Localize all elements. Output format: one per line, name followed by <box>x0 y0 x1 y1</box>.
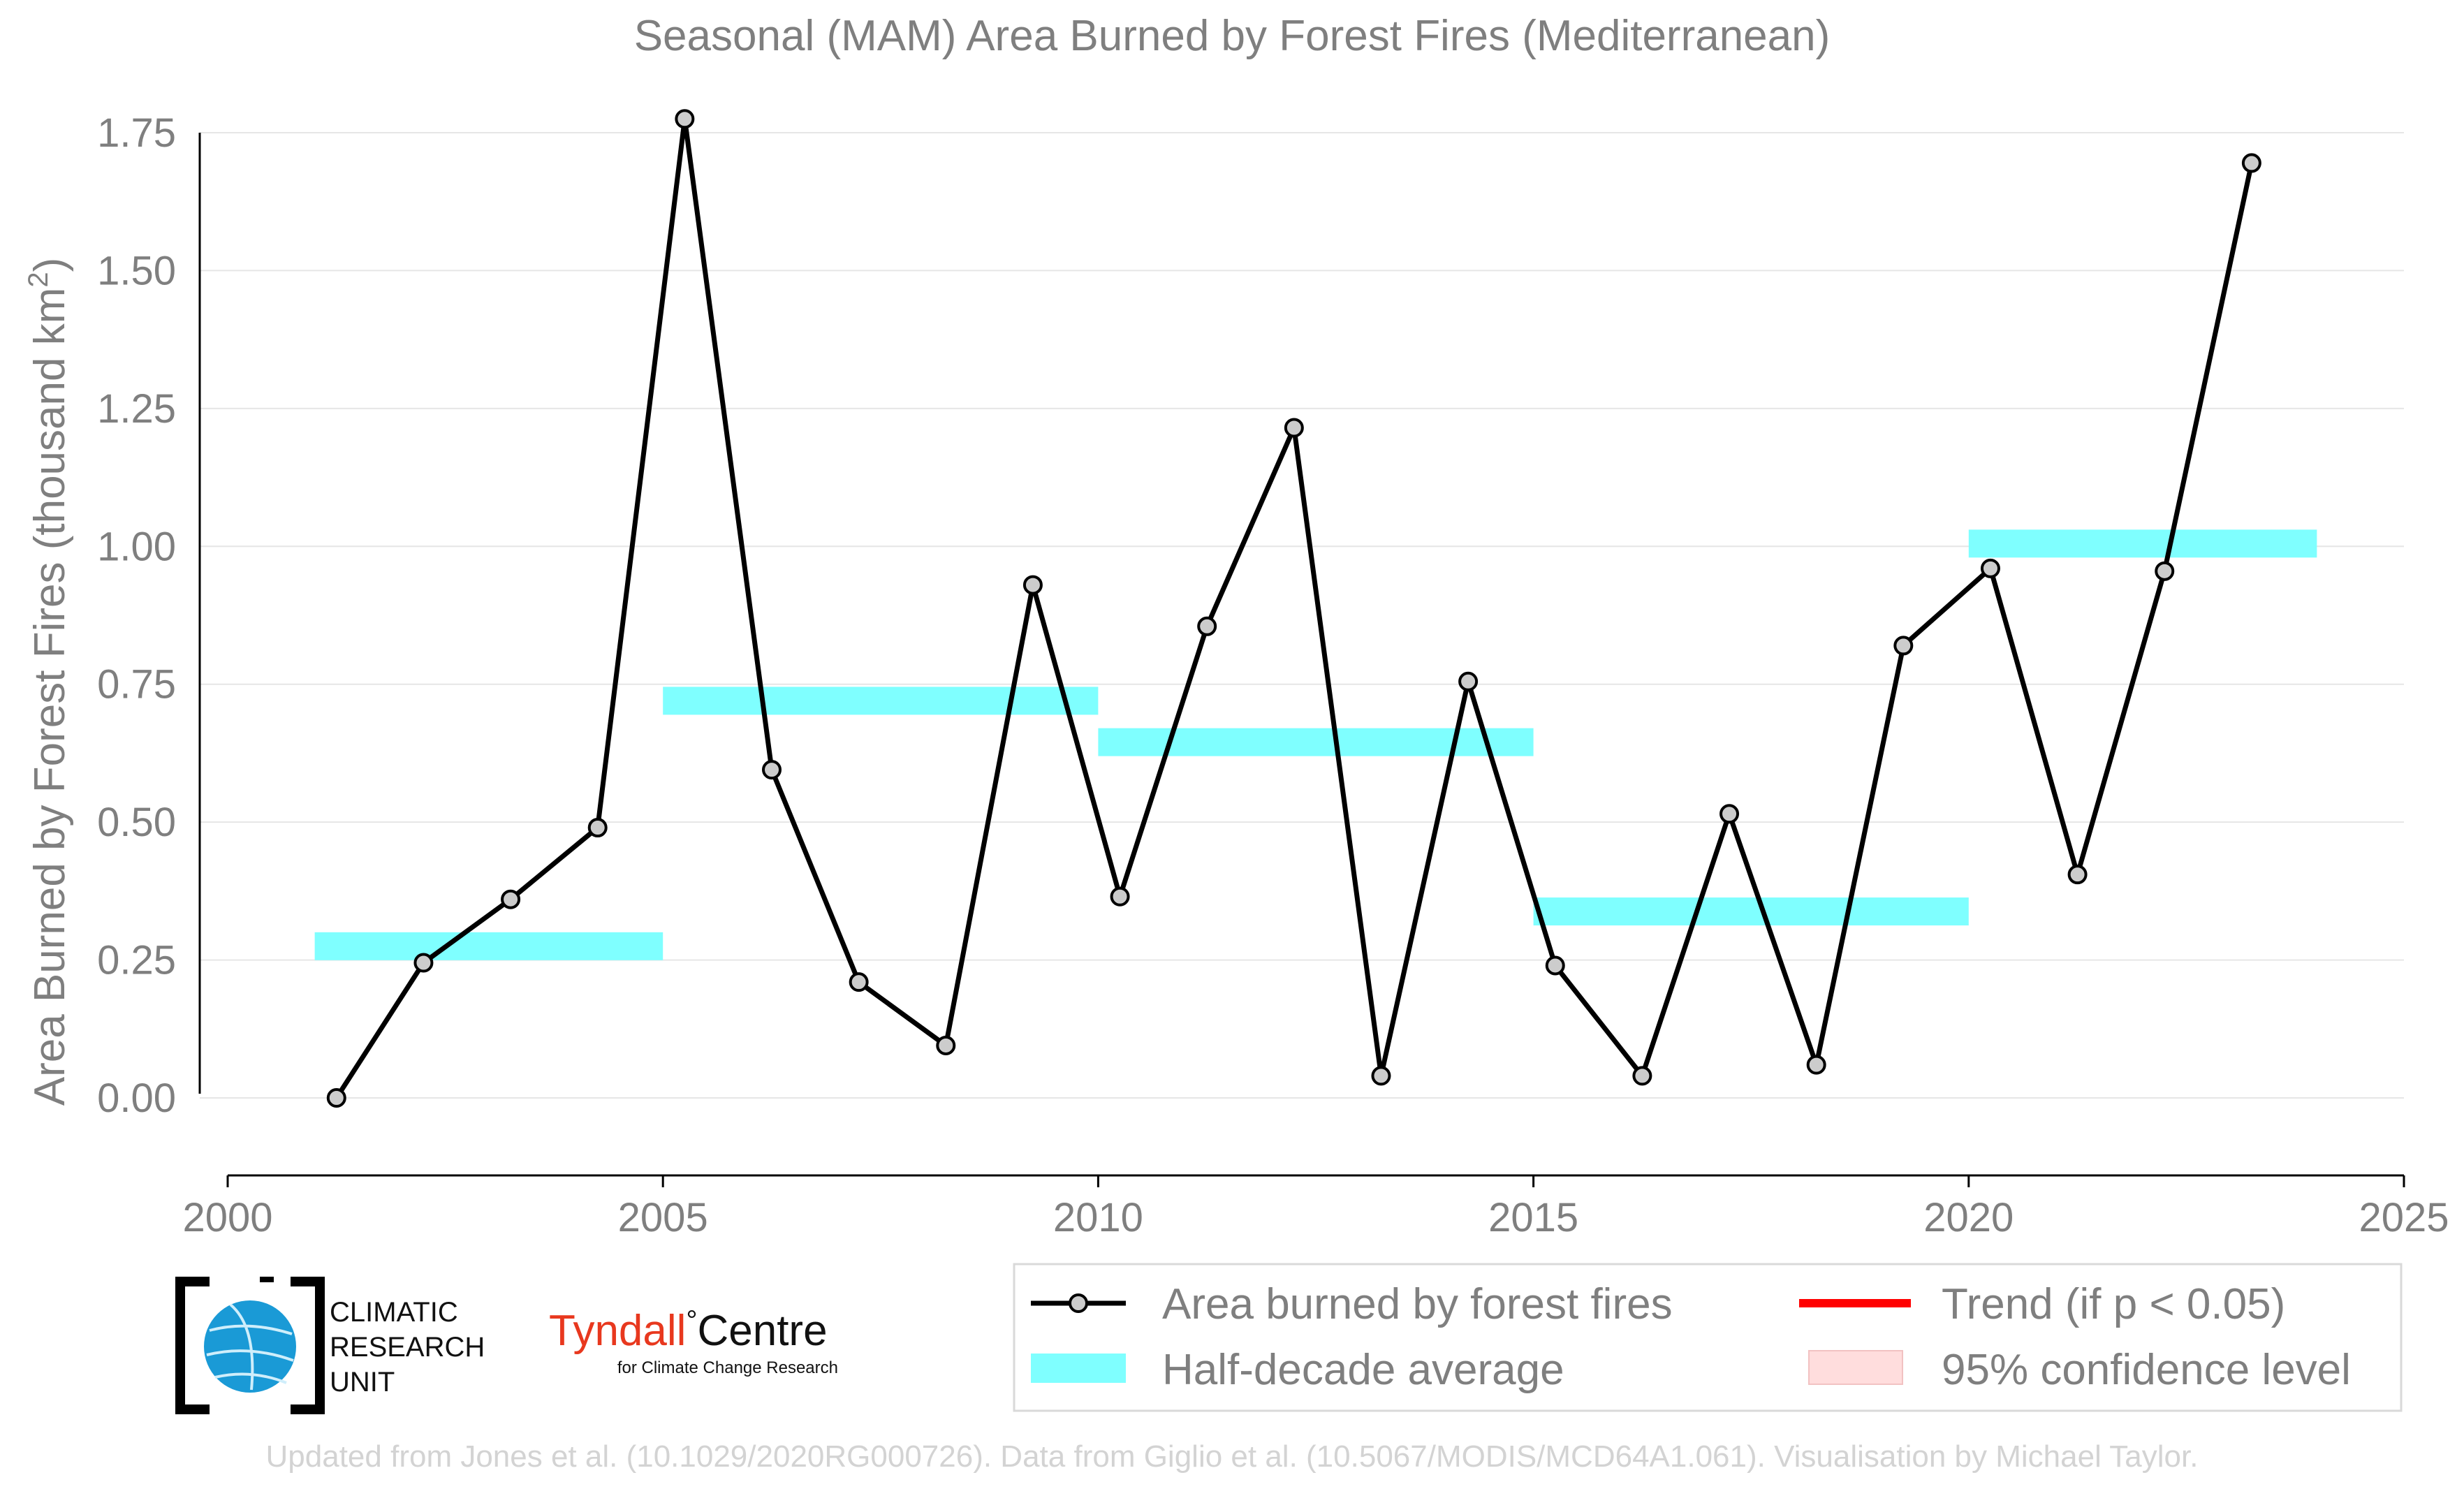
tyndall-logo: Tyndall°Centre for Climate Change Resear… <box>549 1305 838 1377</box>
y-axis-label: Area Burned by Forest Fires (thousand km… <box>23 258 74 1106</box>
cru-globe-lines <box>206 1303 294 1391</box>
half-decade-average-band <box>314 932 663 960</box>
y-axis-ticks: 0.00 0.25 0.50 0.75 1.00 1.25 1.50 1.75 <box>97 110 176 1121</box>
tyndall-wordmark: Tyndall°Centre <box>549 1305 828 1355</box>
chart-title: Seasonal (MAM) Area Burned by Forest Fir… <box>634 12 1831 60</box>
x-tick-label: 2025 <box>2359 1195 2449 1240</box>
y-tick-label: 0.25 <box>97 938 176 983</box>
data-point <box>1719 804 1740 824</box>
legend: Area burned by forest fires Trend (if p … <box>1013 1263 2403 1412</box>
data-point <box>936 1035 956 1055</box>
data-point <box>2155 561 2175 581</box>
x-tick-label: 2000 <box>182 1195 272 1240</box>
data-point <box>762 760 782 780</box>
y-tick-label: 0.75 <box>97 662 176 707</box>
legend-label-series: Area burned by forest fires <box>1162 1280 1673 1328</box>
y-tick-label: 1.00 <box>97 524 176 569</box>
data-point <box>1022 575 1043 595</box>
data-point <box>587 818 608 838</box>
cru-text-line1: CLIMATIC <box>330 1297 458 1328</box>
data-point <box>1197 616 1217 636</box>
data-point <box>1806 1055 1826 1075</box>
data-point <box>1545 955 1565 976</box>
x-tick-label: 2020 <box>1923 1195 2014 1240</box>
x-tick-label: 2015 <box>1488 1195 1578 1240</box>
data-point <box>1284 418 1304 438</box>
tyndall-subtitle: for Climate Change Research <box>617 1358 838 1377</box>
data-point <box>1893 636 1914 656</box>
y-tick-label: 1.75 <box>97 110 176 156</box>
x-axis-ticks: 2000 2005 2010 2015 2020 2025 <box>182 1175 2449 1240</box>
data-point <box>2241 153 2261 173</box>
x-tick-label: 2005 <box>618 1195 708 1240</box>
legend-frame <box>1013 1263 2403 1412</box>
data-point <box>2067 865 2088 885</box>
cru-text-line2: RESEARCH <box>330 1332 485 1363</box>
half-decade-average-bands <box>314 529 2317 960</box>
data-point <box>1110 886 1130 907</box>
legend-label-trend: Trend (if p < 0.05) <box>1942 1280 2285 1328</box>
cru-left-bracket <box>175 1277 210 1414</box>
data-point <box>326 1088 346 1108</box>
data-point <box>413 953 434 973</box>
data-point <box>1458 671 1479 691</box>
data-point <box>675 109 695 129</box>
legend-label-half-decade: Half-decade average <box>1162 1346 1564 1394</box>
credit-line: Updated from Jones et al. (10.1029/2020R… <box>266 1439 2199 1474</box>
legend-label-confidence: 95% confidence level <box>1942 1346 2351 1394</box>
legend-swatch-confidence <box>1808 1350 1903 1385</box>
cru-text-line3: UNIT <box>330 1367 395 1398</box>
data-point <box>501 889 521 909</box>
cru-right-bracket <box>291 1277 325 1414</box>
legend-swatch-series-marker <box>1069 1293 1088 1313</box>
half-decade-average-band <box>1533 897 1969 926</box>
data-point <box>849 972 869 992</box>
y-tick-label: 0.00 <box>97 1076 176 1121</box>
x-tick-label: 2010 <box>1053 1195 1143 1240</box>
y-tick-label: 1.25 <box>97 386 176 432</box>
series-points <box>326 109 2261 1108</box>
data-point <box>1371 1066 1391 1086</box>
data-point <box>1980 558 2000 578</box>
y-tick-label: 1.50 <box>97 248 176 293</box>
legend-swatch-half-decade <box>1031 1354 1126 1383</box>
half-decade-average-band <box>663 687 1099 715</box>
half-decade-average-band <box>1968 529 2317 558</box>
data-point <box>1632 1066 1652 1086</box>
half-decade-average-band <box>1098 728 1534 756</box>
y-tick-label: 0.50 <box>97 800 176 845</box>
cru-logo: CLIMATIC RESEARCH UNIT <box>175 1277 485 1414</box>
